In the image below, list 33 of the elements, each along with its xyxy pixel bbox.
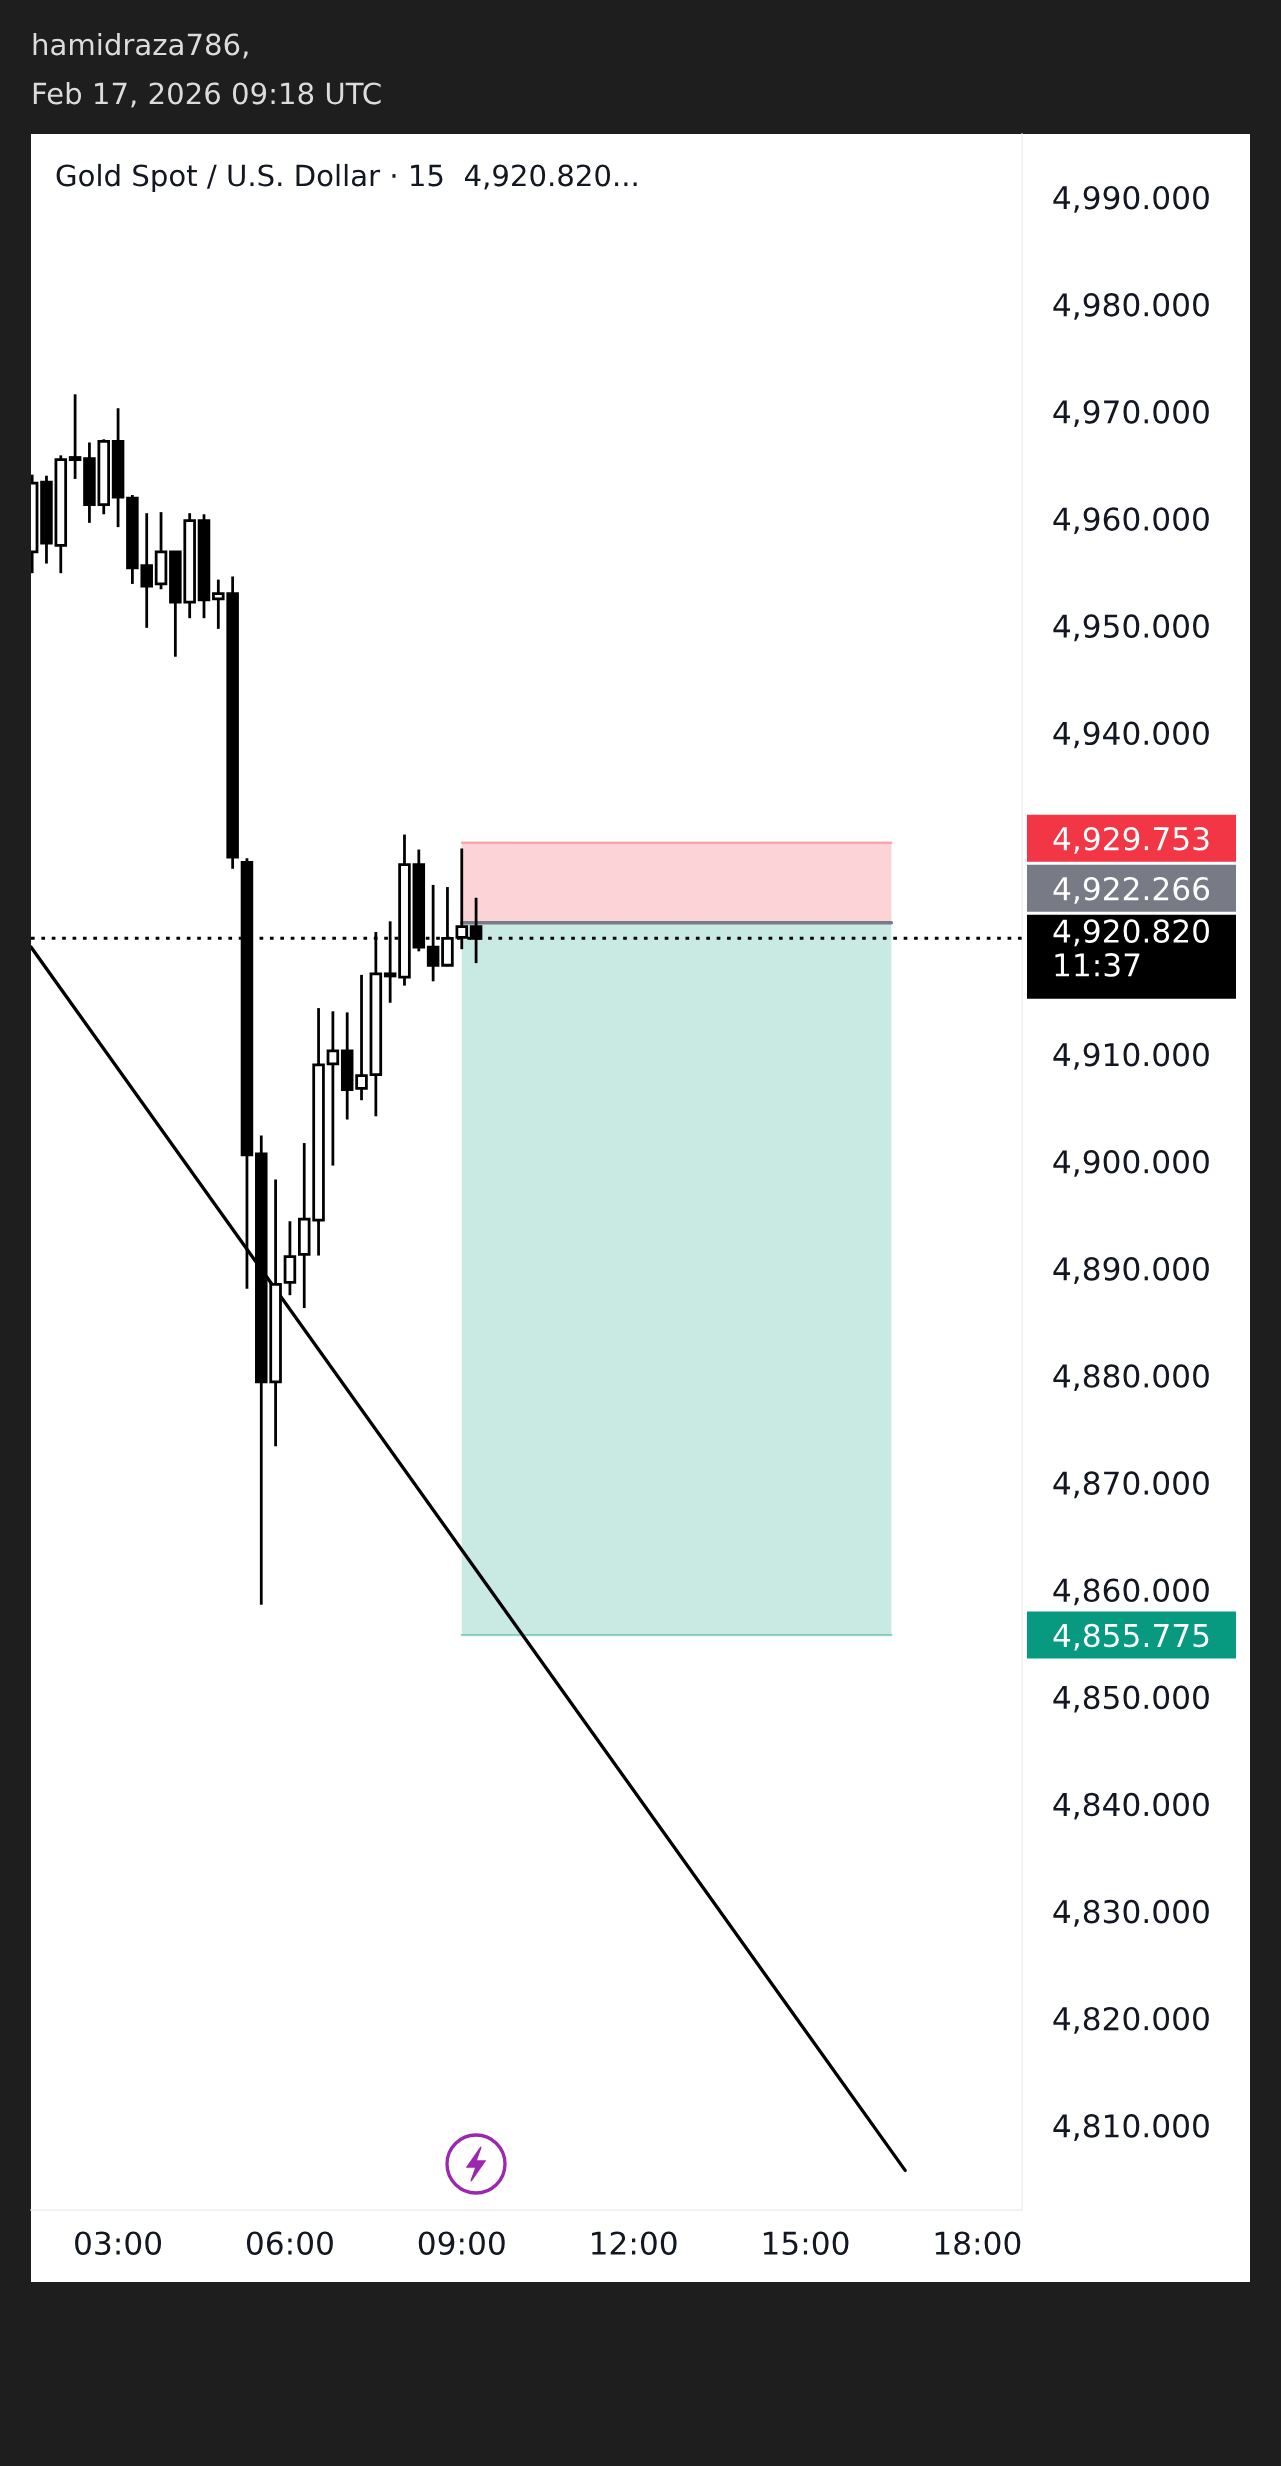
x-tick-label: 15:00 — [763, 2231, 849, 2256]
ref-line-label: 4,920.820 11:37 — [1053, 919, 1209, 977]
y-tick-label: 4,900.000 — [1053, 1149, 1209, 1177]
y-tick-label: 4,950.000 — [1053, 614, 1209, 642]
text: 4,929.753 — [1053, 826, 1209, 854]
y-tick-label: 4,960.000 — [1053, 507, 1209, 535]
y-tick-label: 4,820.000 — [1053, 2006, 1209, 2034]
y-tick-label: 4,890.000 — [1053, 1257, 1209, 1284]
y-tick-label: 4,910.000 — [1053, 1042, 1209, 1070]
text: 4,855.775 — [1053, 1623, 1209, 1651]
x-tick-label: 03:00 — [75, 2231, 162, 2256]
candlestick — [326, 1009, 340, 1167]
y-tick-label: 4,970.000 — [1053, 400, 1209, 427]
candlestick — [355, 973, 368, 1102]
text: Feb 17, 2026 09:18 UTC — [33, 81, 381, 108]
y-tick-label: 4,810.000 — [1053, 2114, 1209, 2141]
x-tick-label: 06:00 — [246, 2231, 333, 2256]
y-tick-label: 4,870.000 — [1053, 1471, 1209, 1499]
x-tick-label: 12:00 — [592, 2231, 677, 2256]
candlestick — [68, 392, 82, 481]
text: 4,922.266 — [1053, 876, 1210, 904]
x-tick-label: 09:00 — [418, 2231, 505, 2256]
y-tick-label: 4,850.000 — [1053, 1685, 1209, 1713]
y-tick-label: 4,880.000 — [1053, 1364, 1209, 1392]
text: Gold Spot / U.S. Dollar · 15 4,920.820... — [56, 163, 637, 193]
y-tick-label: 4,830.000 — [1053, 1899, 1209, 1927]
y-tick-label: 4,980.000 — [1053, 293, 1209, 320]
y-tick-label: 4,990.000 — [1053, 185, 1209, 213]
x-tick-label: 18:00 — [935, 2231, 1021, 2256]
y-tick-label: 4,940.000 — [1053, 721, 1209, 749]
text: hamidraza786, — [33, 32, 248, 59]
y-tick-label: 4,860.000 — [1053, 1578, 1209, 1606]
y-tick-label: 4,840.000 — [1053, 1792, 1209, 1820]
